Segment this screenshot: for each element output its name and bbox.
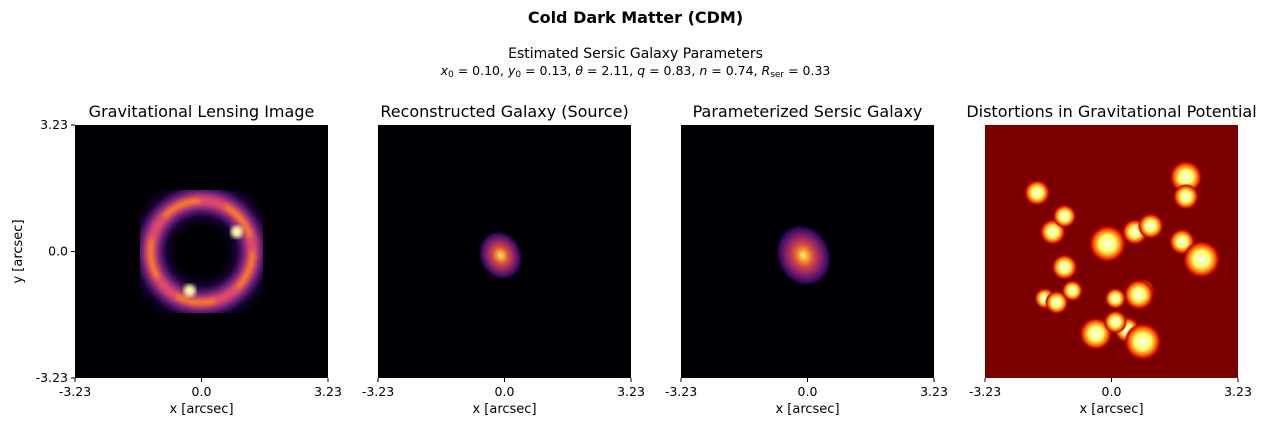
distortion-blob-9 xyxy=(1052,204,1077,229)
distortion-blob-1 xyxy=(1172,183,1199,210)
y-axis-label: y [arcsec] xyxy=(11,219,26,283)
panel-4: Distortions in Gravitational Potential -3… xyxy=(966,102,1256,417)
panel-1: Gravitational Lensing Image -3.23 0.0 3.23 x… xyxy=(11,102,342,417)
distortion-blob-3 xyxy=(1088,224,1127,263)
distortion-blob-18 xyxy=(1079,317,1113,351)
heatmap-image xyxy=(681,125,934,378)
distortion-blob-12 xyxy=(1044,290,1069,315)
x-tick-label: 3.23 xyxy=(920,384,948,399)
figure-subtitle: Estimated Sersic Galaxy Parameters xyxy=(508,46,763,62)
x-tick-label: 0.0 xyxy=(192,384,212,399)
distortion-blob-0 xyxy=(1169,160,1203,194)
x-tick-label: 3.23 xyxy=(617,384,645,399)
param-0: x0 = 0.10 xyxy=(440,63,500,80)
y-tick-label: -3.23 xyxy=(36,370,68,385)
x-tick-label: -3.23 xyxy=(59,384,91,399)
x-tick-label: 0.0 xyxy=(1102,384,1122,399)
distortion-blob-20 xyxy=(1103,310,1128,334)
panel-3: Parameterized Sersic Galaxy -3.23 0.0 3.23 x… xyxy=(665,102,948,417)
image-background xyxy=(75,125,328,378)
param-4: n = 0.74 xyxy=(699,63,754,78)
distortion-blob-7 xyxy=(1182,240,1221,279)
x-tick-label: -3.23 xyxy=(362,384,394,399)
panel-title: Distortions in Gravitational Potential xyxy=(966,102,1256,121)
x-axis-label: x [arcsec] xyxy=(775,402,839,417)
x-tick-label: -3.23 xyxy=(969,384,1001,399)
x-tick-label: 3.23 xyxy=(1224,384,1252,399)
panel-2: Reconstructed Galaxy (Source) -3.23 0.0 3.2… xyxy=(362,102,645,417)
distortion-blob-11 xyxy=(1051,254,1078,281)
distortion-blob-2 xyxy=(1024,179,1051,206)
bright-arc-1 xyxy=(183,284,196,297)
heatmap-image xyxy=(75,125,328,378)
heatmap-image xyxy=(985,125,1238,378)
x-axis-label: x [arcsec] xyxy=(472,402,536,417)
distortion-blob-19 xyxy=(1124,322,1162,361)
panel-title: Parameterized Sersic Galaxy xyxy=(693,102,923,121)
distortion-blob-15 xyxy=(1061,280,1083,302)
y-tick-label: 3.23 xyxy=(40,117,68,132)
panel-title: Reconstructed Galaxy (Source) xyxy=(380,102,628,121)
param-5: Rser = 0.33 xyxy=(761,63,831,80)
x-tick-label: 0.0 xyxy=(798,384,818,399)
bright-arc-0 xyxy=(230,225,243,238)
galaxy-source xyxy=(477,230,524,281)
x-tick-label: 0.0 xyxy=(495,384,515,399)
distortion-blob-5 xyxy=(1137,213,1164,239)
x-tick-label: -3.23 xyxy=(665,384,697,399)
param-1: y0 = 0.13 xyxy=(507,63,568,80)
y-tick-label: 0.0 xyxy=(48,244,68,259)
parameter-line: x0 = 0.10, y0 = 0.13, θ = 2.11, q = 0.83… xyxy=(440,63,831,80)
panel-title: Gravitational Lensing Image xyxy=(89,102,315,121)
ring-core xyxy=(148,198,255,305)
heatmap-image xyxy=(378,125,631,378)
galaxy-source xyxy=(774,223,833,288)
distortion-blob-16 xyxy=(1123,279,1155,310)
x-tick-label: 3.23 xyxy=(314,384,342,399)
x-axis-label: x [arcsec] xyxy=(1079,402,1143,417)
distortion-blob-14 xyxy=(1104,287,1126,310)
figure-title: Cold Dark Matter (CDM) xyxy=(527,8,744,27)
param-2: θ = 2.11 xyxy=(575,63,630,78)
param-3: q = 0.83 xyxy=(637,63,692,78)
x-axis-label: x [arcsec] xyxy=(169,402,233,417)
